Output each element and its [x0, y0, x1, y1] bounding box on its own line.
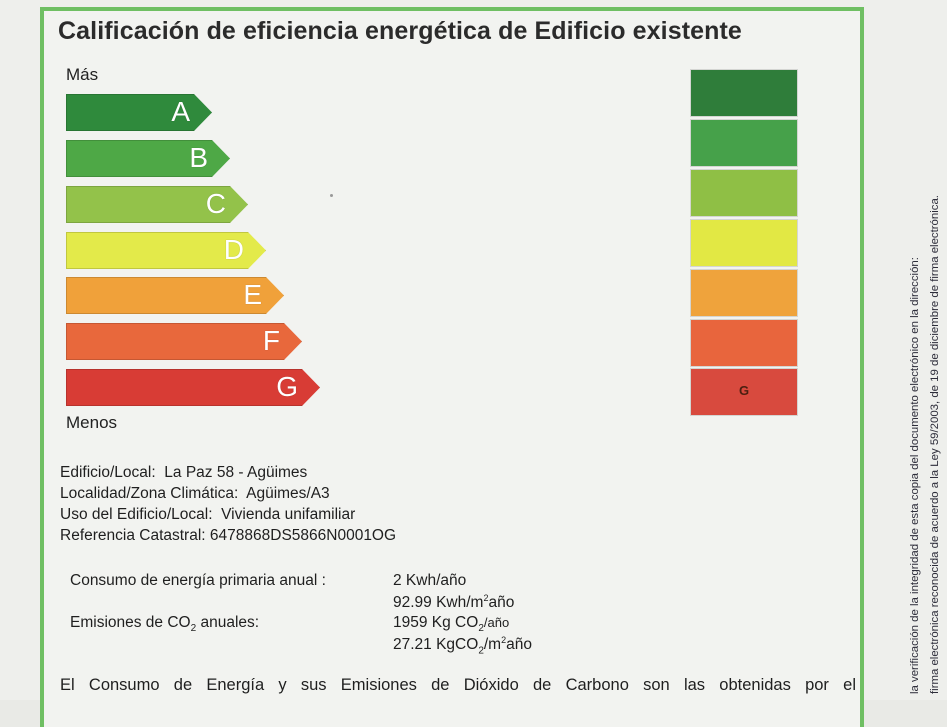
rating-arrow-c: C: [66, 186, 248, 223]
building-use-row: Uso del Edificio/Local: Vivienda unifami…: [60, 506, 355, 524]
co2-emissions-value-total: 1959 Kg CO2/año: [393, 614, 510, 635]
electronic-signature-note: la verificación de la integridad de esta…: [905, 195, 945, 694]
cadastral-reference-value: 6478868DS5866N0001OG: [209, 527, 397, 544]
climate-zone-label: Localidad/Zona Climática:: [60, 485, 239, 502]
energy-consumption-label: Consumo de energía primaria anual :: [70, 572, 326, 589]
energy-consumption-value-total: 2 Kwh/año: [393, 572, 467, 589]
current-rating-label: G: [738, 383, 750, 398]
co2-emissions-label: Emisiones de CO2 anuales:: [70, 614, 260, 635]
rating-letter-f: F: [262, 325, 280, 356]
cadastral-reference-label: Referencia Catastral:: [60, 527, 206, 544]
energy-consumption-value-per-m2: 92.99 Kwh/m2año: [393, 593, 515, 612]
rating-letter-c: C: [205, 188, 226, 219]
rating-letter-a: A: [171, 96, 190, 127]
signature-note-line-1: la verificación de la integridad de esta…: [909, 257, 921, 694]
rating-letter-d: D: [223, 234, 244, 265]
rating-arrow-a: A: [66, 94, 212, 131]
consumption-paragraph: El Consumo de Energía y sus Emisiones de…: [60, 676, 856, 694]
scale-box-a: [691, 70, 797, 116]
rating-letter-e: E: [243, 279, 262, 310]
climate-zone-value: Agüimes/A3: [246, 485, 330, 502]
energy-certificate-frame: Calificación de eficiencia energética de…: [40, 7, 864, 727]
rating-letter-g: G: [276, 371, 298, 402]
scale-box-d: [691, 220, 797, 266]
scale-box-c: [691, 170, 797, 216]
building-use-value: Vivienda unifamiliar: [221, 506, 356, 523]
scan-speck: [330, 194, 333, 197]
scanned-document: Calificación de eficiencia energética de…: [40, 7, 945, 727]
rating-arrow-b: B: [66, 140, 230, 177]
building-use-label: Uso del Edificio/Local:: [60, 506, 213, 523]
signature-note-line-2: firma electrónica reconocida de acuerdo …: [929, 195, 941, 694]
scale-box-b: [691, 120, 797, 166]
climate-zone-row: Localidad/Zona Climática: Agüimes/A3: [60, 485, 330, 503]
cadastral-reference-row: Referencia Catastral: 6478868DS5866N0001…: [60, 527, 396, 545]
scale-top-label: Más: [66, 65, 99, 84]
scale-box-f: [691, 320, 797, 366]
rating-arrow-d: D: [66, 232, 266, 269]
scale-bottom-label: Menos: [66, 413, 118, 432]
certificate-title: Calificación de eficiencia energética de…: [58, 17, 742, 45]
scale-box-e: [691, 270, 797, 316]
rating-letter-b: B: [189, 142, 208, 173]
rating-arrow-g: G: [66, 369, 320, 406]
co2-emissions-value-per-m2: 27.21 KgCO2/m2año: [393, 635, 532, 657]
building-address-row: Edificio/Local: La Paz 58 - Agüimes: [60, 464, 307, 482]
rating-arrow-f: F: [66, 323, 302, 360]
building-address-value: La Paz 58 - Agüimes: [164, 464, 308, 481]
building-address-label: Edificio/Local:: [60, 464, 156, 481]
rating-arrow-e: E: [66, 277, 284, 314]
scale-box-g-current: G: [691, 369, 797, 415]
